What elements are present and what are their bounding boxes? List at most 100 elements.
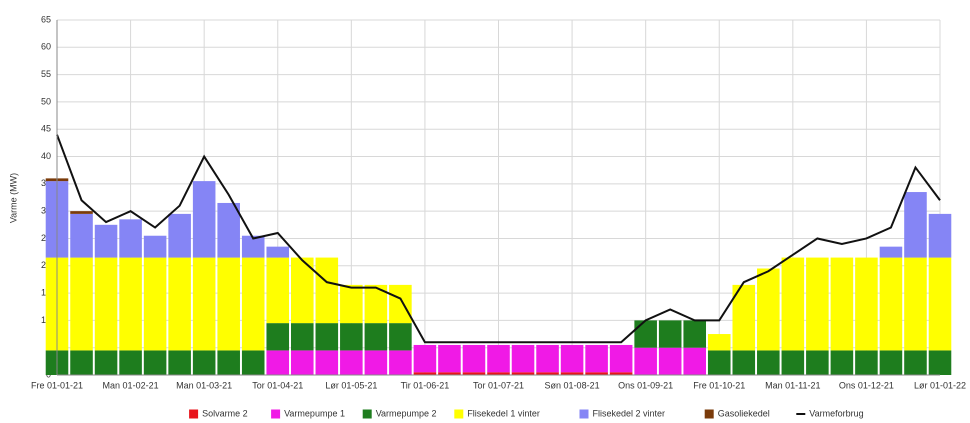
bar-segment (364, 350, 388, 375)
bar-segment (609, 344, 633, 373)
bar-segment (389, 323, 412, 351)
bar-segment (168, 257, 191, 351)
x-tick-label: Fre 01-10-21 (693, 380, 745, 390)
bar-segment (70, 350, 93, 375)
bar-segment (241, 235, 265, 258)
bar-segment (438, 372, 461, 375)
bar-segment (315, 350, 339, 375)
bar-segment (119, 350, 142, 375)
bar-segment (143, 350, 167, 375)
legend-label: Solvarme 2 (202, 408, 248, 418)
bar-segment (904, 192, 927, 258)
bar-segment (855, 350, 878, 375)
bar-segment (781, 350, 805, 375)
bar-segment (340, 323, 363, 351)
bar-segment (462, 372, 486, 375)
bar-segment (806, 257, 829, 351)
legend-label: Flisekedel 2 vinter (593, 408, 666, 418)
bar-segment (487, 344, 510, 373)
bar-segment (707, 334, 731, 351)
bar-segment (462, 344, 486, 373)
bar-segment (855, 257, 878, 351)
x-tick-label: Tor 01-04-21 (252, 380, 303, 390)
bar-segment (143, 235, 167, 258)
x-tick-label: Man 01-03-21 (176, 380, 232, 390)
legend-marker (454, 409, 464, 419)
x-tick-label: Ons 01-09-21 (618, 380, 673, 390)
bar-segment (364, 284, 388, 324)
bar-segment (413, 344, 437, 373)
bar-segment (683, 347, 707, 375)
y-tick-label: 60 (41, 42, 51, 52)
bar-segment (757, 268, 780, 351)
bar-segment (904, 350, 927, 375)
bar-segment (658, 320, 682, 348)
bar-segment (487, 372, 510, 375)
y-tick-label: 50 (41, 96, 51, 106)
x-tick-label: Lør 01-05-21 (325, 380, 377, 390)
bar-segment (438, 344, 461, 373)
legend-label: Varmeforbrug (809, 408, 863, 418)
x-tick-label: Tor 01-07-21 (473, 380, 524, 390)
bar-segment (266, 257, 290, 324)
bar-segment (781, 257, 805, 351)
bar-segment (364, 323, 388, 351)
bar-segment (879, 350, 903, 375)
bar-segment (266, 323, 290, 351)
bar-segment (119, 219, 142, 258)
bar-segment (241, 350, 265, 375)
y-tick-label: 45 (41, 124, 51, 134)
bar-segment (928, 350, 952, 375)
legend-marker (271, 409, 281, 419)
bar-segment (585, 372, 608, 375)
bar-segment (143, 257, 167, 351)
y-tick-label: 65 (41, 14, 51, 24)
bar-segment (70, 211, 93, 214)
bar-segment (340, 284, 363, 324)
legend-marker (189, 409, 199, 419)
bar-segment (168, 350, 191, 375)
legend-label: Gasoliekedel (718, 408, 770, 418)
bar-segment (389, 350, 412, 375)
x-tick-label: Man 01-02-21 (103, 380, 159, 390)
bar-segment (658, 347, 682, 375)
bar-segment (217, 350, 240, 375)
bar-segment (94, 224, 118, 258)
bar-segment (315, 323, 339, 351)
bar-segment (70, 257, 93, 351)
bar-segment (192, 181, 216, 258)
y-axis-label: Varme (MW) (8, 173, 18, 223)
legend-marker (704, 409, 714, 419)
bar-segment (757, 350, 780, 375)
bar-segment (94, 257, 118, 351)
bar-segment (683, 320, 707, 348)
bar-segment (830, 257, 854, 351)
bar-segment (634, 320, 657, 348)
bar-segment (634, 347, 657, 375)
bar-segment (315, 257, 339, 324)
bar-segment (70, 213, 93, 258)
bar-segment (266, 350, 290, 375)
bar-segment (389, 284, 412, 324)
bar-segment (241, 257, 265, 351)
bar-segment (904, 257, 927, 351)
bar-segment (536, 372, 559, 375)
x-tick-label: Lør 01-01-22 (914, 380, 966, 390)
bar-segment (168, 213, 191, 258)
x-tick-label: Fre 01-01-21 (31, 380, 83, 390)
bar-segment (585, 344, 608, 373)
bar-segment (192, 350, 216, 375)
bar-segment (732, 350, 756, 375)
bar-segment (413, 372, 437, 375)
bar-segment (266, 246, 290, 258)
bar-segment (928, 257, 952, 351)
bar-segment (511, 344, 535, 373)
bar-segment (290, 323, 314, 351)
x-tick-label: Ons 01-12-21 (839, 380, 894, 390)
legend-label: Varmepumpe 2 (376, 408, 437, 418)
bar-segment (732, 284, 756, 351)
bar-segment (217, 257, 240, 351)
y-tick-label: 55 (41, 69, 51, 79)
x-tick-label: Man 01-11-21 (765, 380, 820, 390)
